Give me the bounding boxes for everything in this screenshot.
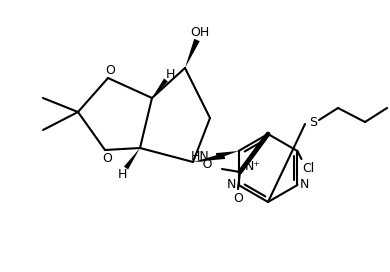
Text: N: N (300, 178, 309, 190)
Text: O: O (105, 63, 115, 76)
Text: O: O (233, 193, 243, 206)
Polygon shape (152, 78, 168, 98)
Text: H: H (165, 69, 175, 82)
Polygon shape (185, 39, 200, 68)
Text: H: H (117, 168, 127, 181)
Text: O: O (102, 152, 112, 165)
Polygon shape (193, 153, 225, 162)
Text: Cl: Cl (302, 162, 315, 175)
Text: N⁺: N⁺ (245, 159, 261, 172)
Text: S: S (309, 116, 317, 128)
Text: ⁻O: ⁻O (196, 159, 212, 172)
Text: HN: HN (191, 150, 210, 162)
Text: N: N (227, 178, 236, 190)
Text: OH: OH (190, 26, 210, 39)
Polygon shape (124, 148, 140, 169)
Polygon shape (216, 151, 239, 159)
